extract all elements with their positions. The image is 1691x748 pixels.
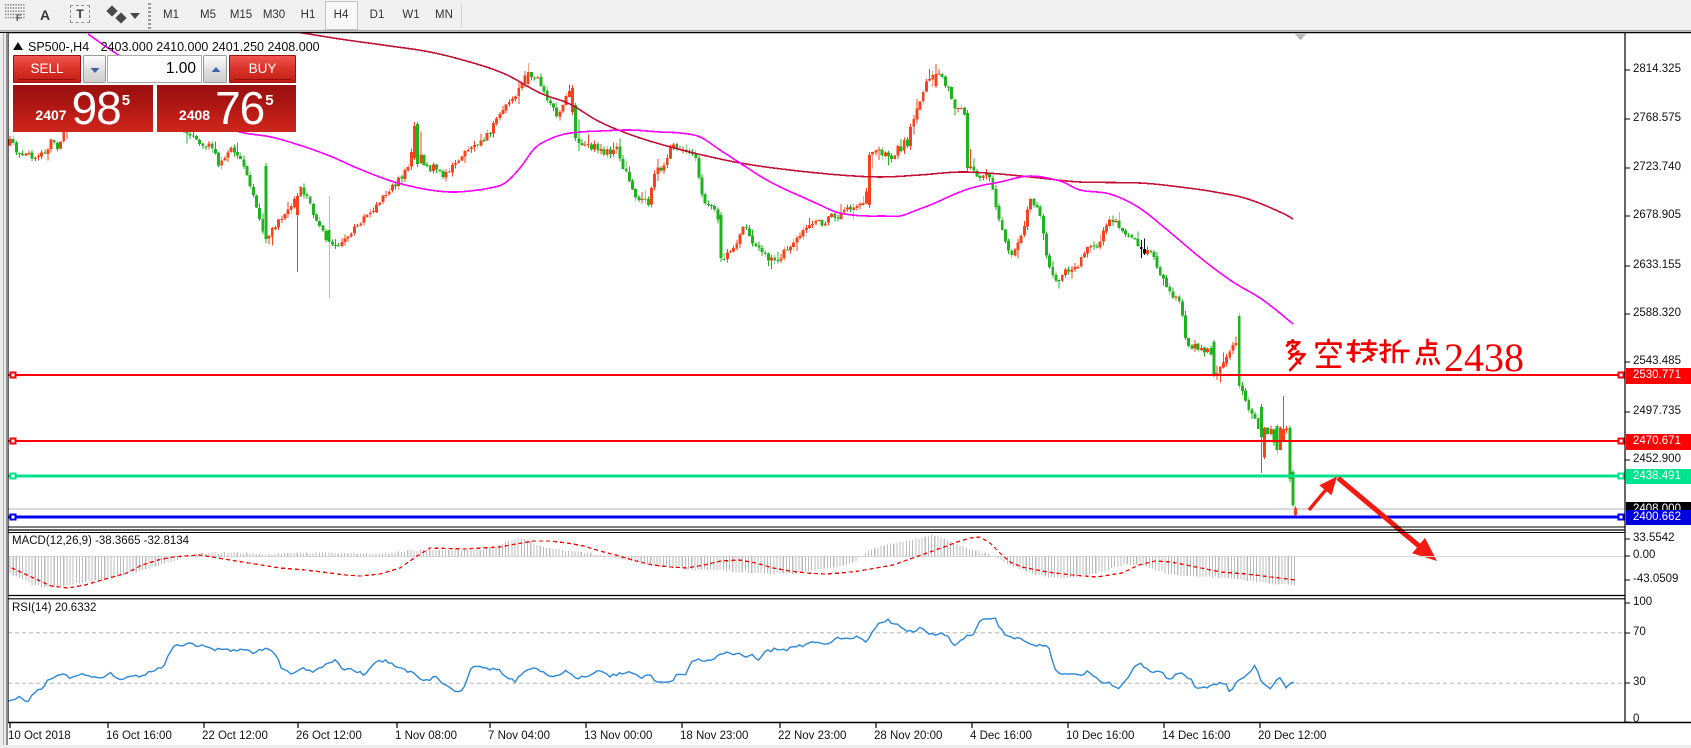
svg-text:F: F <box>16 13 22 23</box>
svg-text:2438: 2438 <box>1444 335 1524 380</box>
